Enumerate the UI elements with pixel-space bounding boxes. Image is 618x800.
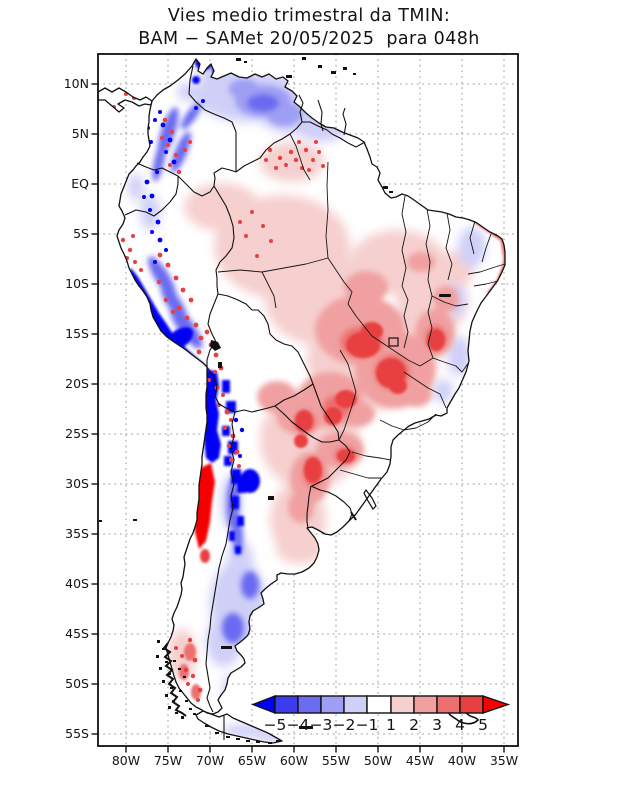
colorbar-left-arrow: [251, 694, 276, 715]
colorbar-box-6: [390, 695, 415, 714]
lake-poopo: [218, 362, 222, 368]
lat-label: 50S: [65, 676, 89, 691]
lat-label: 20S: [65, 376, 89, 391]
lat-label: 5S: [73, 226, 89, 241]
colorbar-label: 5: [478, 716, 488, 734]
lake-titicaca: [210, 340, 221, 351]
coastlines: [97, 58, 506, 744]
colorbar-label: 2: [409, 716, 419, 734]
lon-label: 45W: [406, 753, 434, 768]
lon-label: 80W: [112, 753, 140, 768]
colorbar-label: 4: [455, 716, 465, 734]
blue-speckles: [142, 99, 245, 458]
colorbar-label: 1: [386, 716, 396, 734]
lat-label: 30S: [65, 476, 89, 491]
lat-label: 40S: [65, 576, 89, 591]
colorbar-box-2: [297, 695, 322, 714]
lon-label: 50W: [364, 753, 392, 768]
lon-label: 40W: [448, 753, 476, 768]
lat-label: 45S: [65, 626, 89, 641]
lat-label: 10S: [65, 276, 89, 291]
lat-label: 15S: [65, 326, 89, 341]
colorbar-box-9: [459, 695, 484, 714]
page-title: Vies medio trimestral da TMIN:: [167, 6, 451, 26]
colorbar-legend: −5 −4 −3 −2 −1 1 2 3 4 5: [251, 694, 511, 734]
plot-frame: [97, 53, 519, 747]
colorbar-box-1: [274, 695, 299, 714]
lagoa-dos-patos: [363, 488, 377, 510]
lat-label: 25S: [65, 426, 89, 441]
lon-label: 55W: [322, 753, 350, 768]
lat-axis-labels: 10N 5N EQ 5S 10S 15S 20S 25S 30S 35S 40S…: [64, 76, 89, 741]
colorbar-label: −3: [310, 716, 333, 734]
colorbar-label: −4: [287, 716, 310, 734]
island-dash: [299, 726, 313, 729]
colorbar-label: −5: [264, 716, 287, 734]
fjord-speckles: [156, 640, 280, 744]
red-speckles: [99, 92, 325, 702]
lon-label: 35W: [490, 753, 518, 768]
lat-label: 35S: [65, 526, 89, 541]
lon-label: 65W: [238, 753, 266, 768]
lat-label: 5N: [72, 126, 89, 141]
lon-label: 60W: [280, 753, 308, 768]
colorbar-box-4: [343, 695, 368, 714]
state-borders: [217, 133, 506, 479]
colorbar-label: 3: [432, 716, 442, 734]
distrito-federal-border: [388, 337, 399, 347]
page-subtitle: BAM − SAMet 20/05/2025 para 048h: [138, 29, 480, 49]
lat-label: 10N: [64, 76, 89, 91]
lakes-and-islands: [99, 57, 479, 744]
axis-ticks: [91, 83, 505, 753]
colorbar-box-8: [436, 695, 461, 714]
bias-shading-field: [98, 59, 505, 743]
lat-label: 55S: [65, 726, 89, 741]
colorbar-box-7: [413, 695, 438, 714]
lon-label: 70W: [196, 753, 224, 768]
lon-label: 75W: [154, 753, 182, 768]
colorbar-label: −2: [333, 716, 356, 734]
colorbar-box-3: [320, 695, 345, 714]
colorbar-box-5: [366, 695, 392, 714]
colorbar-right-arrow: [482, 695, 511, 714]
lat-label: EQ: [71, 176, 89, 191]
colorbar-label: −1: [356, 716, 379, 734]
lon-axis-labels: 80W 75W 70W 65W 60W 55W 50W 45W 40W 35W: [112, 753, 518, 768]
